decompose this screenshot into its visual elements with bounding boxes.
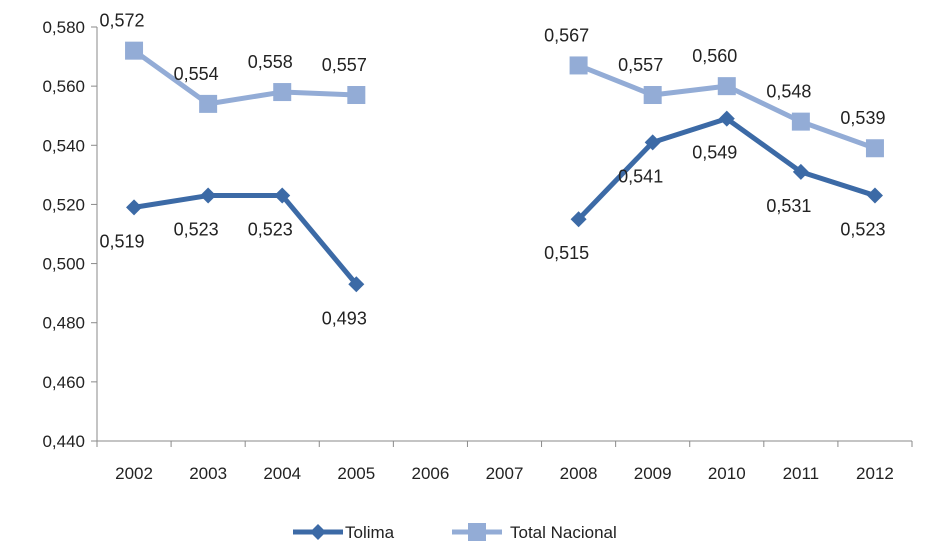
- total-nacional-data-label: 0,539: [840, 108, 885, 128]
- total-nacional-data-label: 0,548: [766, 82, 811, 102]
- tolima-point: [274, 187, 291, 204]
- total-nacional-point: [125, 41, 144, 60]
- chart-axes: 0,440 0,460 0,480 0,500 0,520 0,540 0,560 0,580…: [42, 18, 913, 483]
- total-nacional-data-label: 0,557: [322, 55, 367, 75]
- total-nacional-data-label: 0,567: [544, 25, 589, 45]
- tolima-point: [570, 211, 587, 228]
- y-tick-label: 0,500: [42, 255, 85, 274]
- legend-tolima-marker: [310, 524, 326, 540]
- total-nacional-data-label: 0,560: [692, 46, 737, 66]
- total-nacional-point: [791, 112, 810, 131]
- x-tick-label: 2006: [411, 464, 449, 483]
- legend-tolima-label: Tolima: [345, 523, 395, 542]
- y-tick-label: 0,440: [42, 432, 85, 451]
- total-nacional-point: [569, 56, 588, 75]
- tolima-point: [866, 187, 883, 204]
- tolima-data-label: 0,531: [766, 196, 811, 216]
- tolima-data-label: 0,523: [840, 220, 885, 240]
- tolima-line: [131, 193, 359, 287]
- x-tick-label: 2005: [337, 464, 375, 483]
- x-tick-label: 2009: [634, 464, 672, 483]
- total-nacional-point: [717, 77, 736, 96]
- total-nacional-point: [865, 139, 884, 158]
- tolima-data-label: 0,523: [174, 220, 219, 240]
- tolima-data-label: 0,523: [248, 220, 293, 240]
- x-tick-label: 2008: [560, 464, 598, 483]
- x-tick-label: 2012: [856, 464, 894, 483]
- x-tick-label: 2003: [189, 464, 227, 483]
- total-nacional-data-label: 0,554: [174, 64, 219, 84]
- tolima-data-label: 0,519: [100, 231, 145, 251]
- tolima-point: [126, 199, 143, 216]
- x-tick-label: 2002: [115, 464, 153, 483]
- y-tick-label: 0,580: [42, 18, 85, 37]
- total-nacional-line: [131, 48, 359, 107]
- legend-total-nacional-marker: [468, 523, 486, 541]
- total-nacional-data-label: 0,557: [618, 55, 663, 75]
- total-nacional-data-label: 0,572: [100, 11, 145, 31]
- tolima-point: [348, 276, 365, 293]
- data-labels-layer: 0,519 0,523 0,523 0,493 0,515 0,541 0,549 0,531…: [100, 11, 886, 329]
- y-tick-label: 0,520: [42, 195, 85, 214]
- tolima-data-label: 0,549: [692, 143, 737, 163]
- total-nacional-point: [347, 86, 366, 105]
- y-tick-label: 0,460: [42, 373, 85, 392]
- x-tick-label: 2007: [486, 464, 524, 483]
- y-tick-label: 0,560: [42, 77, 85, 96]
- tolima-data-label: 0,515: [544, 243, 589, 263]
- x-tick-label: 2010: [708, 464, 746, 483]
- total-nacional-point: [273, 83, 292, 102]
- y-tick-label: 0,540: [42, 136, 85, 155]
- total-nacional-point: [643, 86, 662, 105]
- tolima-point: [200, 187, 217, 204]
- tolima-data-label: 0,541: [618, 166, 663, 186]
- x-tick-label: 2004: [263, 464, 301, 483]
- total-nacional-point: [199, 94, 218, 113]
- total-nacional-data-label: 0,558: [248, 52, 293, 72]
- x-tick-label: 2011: [783, 464, 820, 483]
- tolima-point: [644, 134, 661, 151]
- tolima-point: [718, 110, 735, 127]
- legend: Tolima Total Nacional: [293, 523, 617, 542]
- legend-total-nacional-label: Total Nacional: [510, 523, 617, 542]
- tolima-data-label: 0,493: [322, 308, 367, 328]
- y-tick-label: 0,480: [42, 314, 85, 333]
- series-layer: [125, 41, 884, 293]
- tolima-point: [792, 163, 809, 180]
